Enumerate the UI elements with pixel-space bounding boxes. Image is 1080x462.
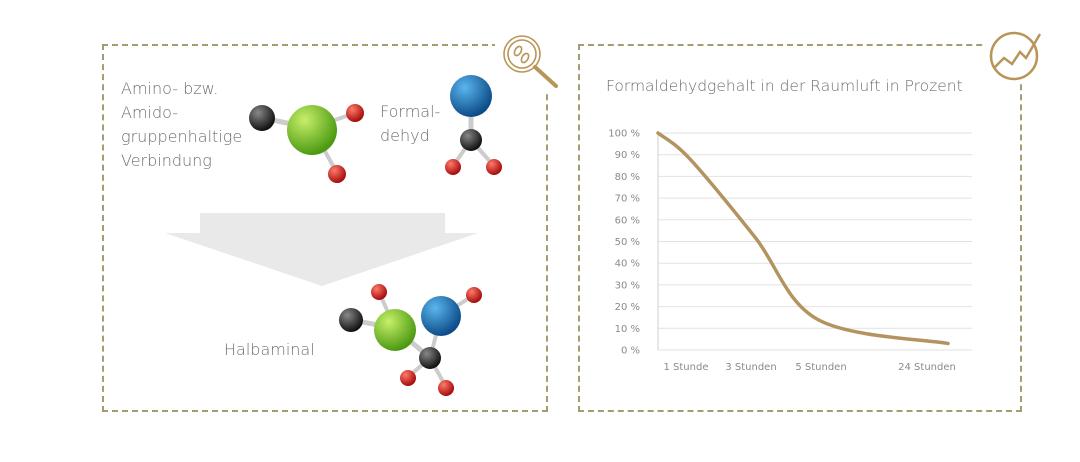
trend-chart-icon bbox=[989, 31, 1042, 81]
reaction-panel bbox=[102, 44, 548, 412]
formaldehyde-molecule bbox=[445, 75, 502, 175]
formaldehyde-label-line: dehyd bbox=[380, 126, 430, 145]
y-tick-label: 20 % bbox=[615, 302, 640, 313]
amine-label-line: Amino- bzw. bbox=[121, 79, 219, 98]
x-tick-label: 24 Stunden bbox=[898, 362, 956, 373]
y-tick-label: 0 % bbox=[621, 346, 640, 357]
amine-label-line: gruppenhaltige bbox=[121, 127, 243, 146]
y-tick-label: 40 % bbox=[615, 259, 640, 270]
reaction-arrow bbox=[165, 213, 478, 286]
y-tick-label: 30 % bbox=[615, 280, 640, 291]
formaldehyde-label-line: Formal- bbox=[380, 102, 441, 121]
amine-label-line: Verbindung bbox=[121, 151, 212, 170]
y-tick-label: 80 % bbox=[615, 172, 640, 183]
amine-label-line: Amido- bbox=[121, 103, 178, 122]
halbaminal-molecule bbox=[339, 284, 482, 396]
x-tick-label: 1 Stunde bbox=[664, 362, 709, 373]
y-tick-label: 70 % bbox=[615, 194, 640, 205]
amine-label: Amino- bzw. Amido- gruppenhaltige Verbin… bbox=[121, 77, 242, 173]
x-tick-label: 3 Stunden bbox=[725, 362, 776, 373]
y-tick-label: 10 % bbox=[615, 324, 640, 335]
line-chart: 0 % 10 % 20 % 30 % 40 % 50 % 60 % 70 % 80 % 90 % 1… bbox=[608, 129, 972, 373]
y-tick-label: 100 % bbox=[608, 129, 640, 140]
x-tick-label: 5 Stunden bbox=[795, 362, 846, 373]
y-tick-label: 60 % bbox=[615, 215, 640, 226]
chart-panel bbox=[578, 44, 1022, 412]
magnifier-bacteria-icon bbox=[503, 35, 558, 88]
series-line bbox=[656, 131, 950, 346]
chart-title: Formaldehydgehalt in der Raumluft in Pro… bbox=[606, 77, 963, 95]
product-label: Halbaminal bbox=[224, 340, 315, 359]
y-tick-label: 50 % bbox=[615, 237, 640, 248]
amine-molecule bbox=[249, 104, 364, 183]
y-tick-label: 90 % bbox=[615, 150, 640, 161]
formaldehyde-label: Formal- dehyd bbox=[380, 100, 440, 148]
